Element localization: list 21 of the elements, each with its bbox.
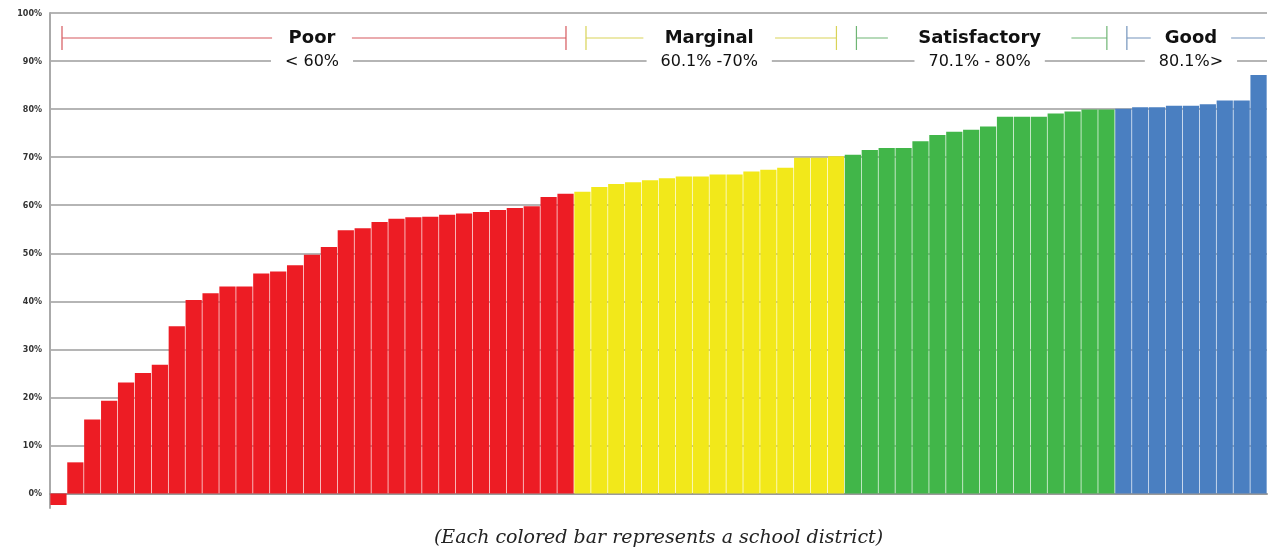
- y-tick-label: 10%: [22, 441, 42, 451]
- y-tick-label: 20%: [22, 392, 42, 402]
- y-tick-label: 70%: [22, 152, 42, 162]
- y-tick-label: 60%: [22, 200, 42, 210]
- text: (Each colored bar represents a school district): [433, 525, 884, 547]
- y-tick-label: 30%: [22, 344, 42, 354]
- annotation: Good: [1164, 26, 1218, 47]
- annotation: 70.1% - 80%: [928, 50, 1031, 70]
- y-tick-label: 90%: [22, 56, 42, 66]
- bar: [50, 493, 67, 506]
- annotation: 60.1% -70%: [660, 50, 758, 70]
- y-tick-label: 80%: [22, 104, 42, 114]
- annotation: 80.1%>: [1158, 50, 1224, 70]
- y-tick-label: 50%: [22, 248, 42, 258]
- annotation: < 60%: [284, 50, 340, 70]
- annotation: Satisfactory: [918, 26, 1042, 47]
- annotation: Poor: [288, 26, 336, 47]
- y-tick-label: 40%: [22, 296, 42, 306]
- annotation: Marginal: [664, 26, 754, 47]
- y-tick-label: 0%: [28, 489, 42, 499]
- y-tick-label: 100%: [17, 8, 42, 18]
